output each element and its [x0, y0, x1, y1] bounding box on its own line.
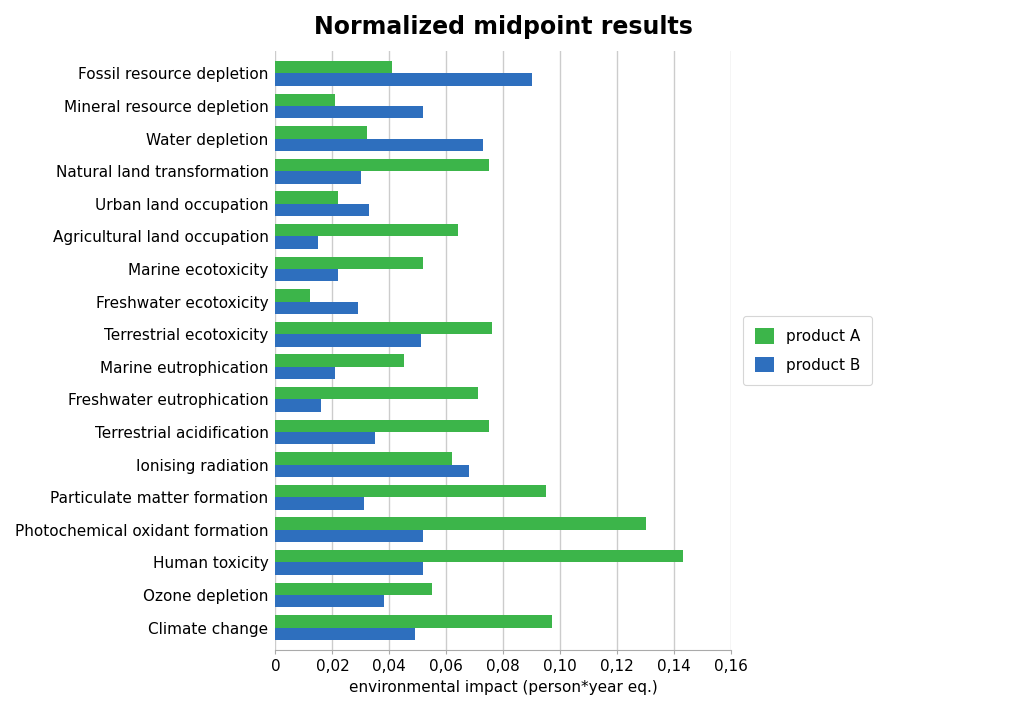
Bar: [275, 400, 321, 412]
Title: Normalized midpoint results: Normalized midpoint results: [313, 15, 692, 39]
Bar: [275, 354, 403, 367]
Bar: [275, 334, 421, 346]
Bar: [275, 302, 358, 314]
Bar: [275, 322, 492, 334]
Bar: [275, 420, 488, 432]
Bar: [275, 192, 338, 204]
Bar: [275, 432, 375, 444]
Bar: [275, 367, 335, 379]
Bar: [275, 257, 424, 269]
Legend: product A, product B: product A, product B: [743, 316, 872, 385]
X-axis label: environmental impact (person*year eq.): environmental impact (person*year eq.): [349, 680, 657, 695]
Bar: [275, 106, 424, 119]
Bar: [275, 485, 546, 497]
Bar: [275, 497, 364, 510]
Bar: [275, 615, 552, 628]
Bar: [275, 224, 458, 236]
Bar: [275, 289, 309, 302]
Bar: [275, 595, 384, 607]
Bar: [275, 138, 483, 151]
Bar: [275, 530, 424, 542]
Bar: [275, 269, 338, 281]
Bar: [275, 583, 432, 595]
Bar: [275, 94, 335, 106]
Bar: [275, 387, 477, 400]
Bar: [275, 550, 683, 562]
Bar: [275, 236, 318, 248]
Bar: [275, 464, 469, 477]
Bar: [275, 562, 424, 575]
Bar: [275, 518, 645, 530]
Bar: [275, 171, 360, 184]
Bar: [275, 73, 531, 86]
Bar: [275, 628, 415, 640]
Bar: [275, 126, 367, 138]
Bar: [275, 452, 452, 464]
Bar: [275, 204, 370, 217]
Bar: [275, 61, 392, 73]
Bar: [275, 159, 488, 171]
